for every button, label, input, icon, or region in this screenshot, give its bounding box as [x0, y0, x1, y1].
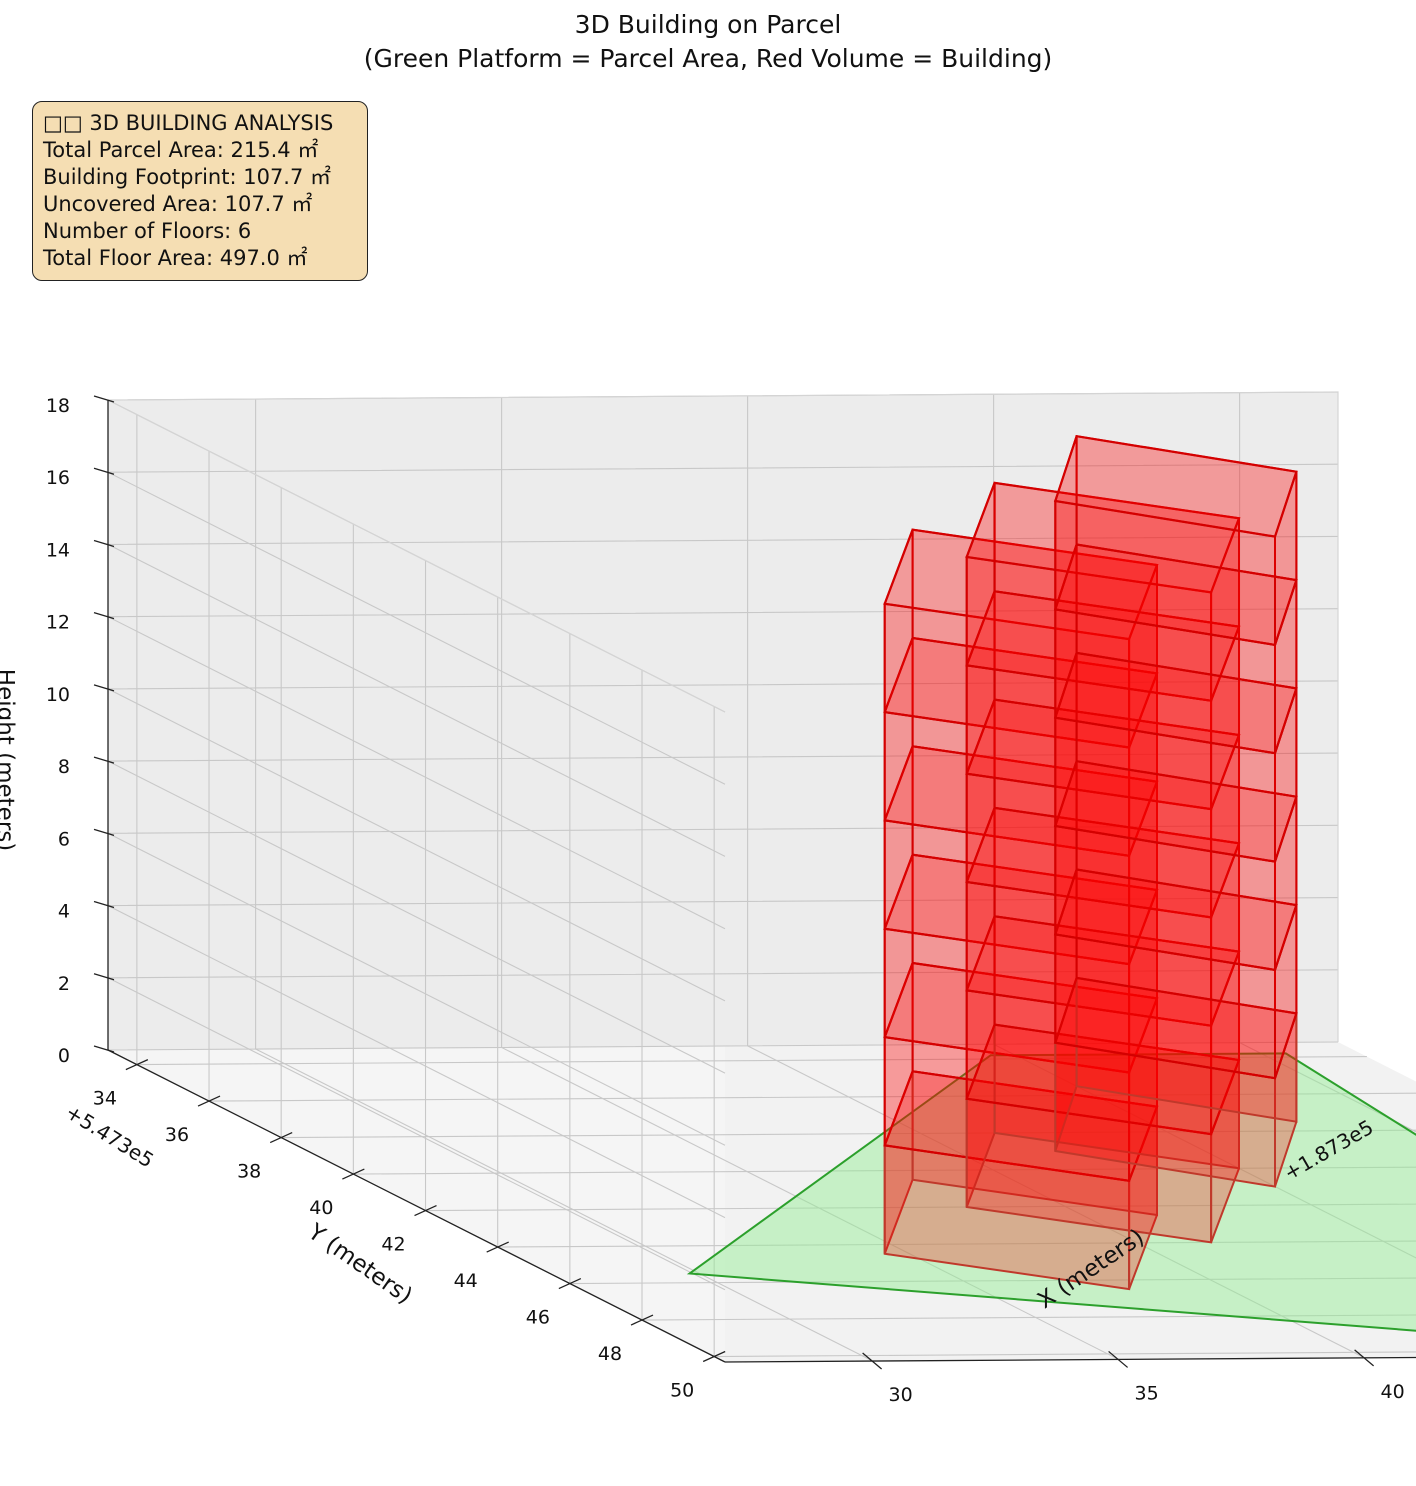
- y-tick: [197, 1095, 221, 1107]
- x-tick-label: 35: [1135, 1382, 1159, 1404]
- y-tick: [486, 1241, 509, 1253]
- grid-lines: [107, 391, 1416, 1363]
- z-tick-label: 12: [46, 612, 70, 634]
- x-tick-label: 40: [1381, 1381, 1405, 1403]
- x-tick-label: 30: [889, 1384, 913, 1406]
- grid-line-x: [1239, 1042, 1416, 1133]
- y-tick-label: 38: [237, 1161, 261, 1183]
- y-tick-label: 42: [381, 1234, 405, 1256]
- info-line-floors: Number of Floors: 6: [43, 219, 252, 243]
- grid-line-y: [353, 1166, 1416, 1175]
- y-tick: [702, 1350, 726, 1363]
- y-tick: [630, 1314, 654, 1326]
- z-tick: [93, 612, 115, 620]
- axis-lines: [107, 391, 1416, 1363]
- z-tick-label: 4: [58, 901, 70, 923]
- y-tick: [269, 1131, 293, 1144]
- z-tick-label: 2: [58, 973, 70, 995]
- chart-title: 3D Building on Parcel: [574, 10, 842, 39]
- z-tick-label: 10: [46, 684, 70, 706]
- analysis-info-box: □□ 3D BUILDING ANALYSIS Total Parcel Are…: [32, 101, 368, 281]
- x-tick: [1354, 1349, 1375, 1367]
- y-axis-line: [107, 1049, 726, 1363]
- info-line-uncovered: Uncovered Area: 107.7 ㎡: [43, 192, 313, 216]
- grid-line-y: [425, 1203, 1416, 1212]
- building-floor-slab: [1053, 434, 1298, 538]
- building-floor-slab: [883, 528, 1159, 641]
- z-tick-label: 16: [46, 467, 70, 489]
- z-tick-label: 14: [46, 539, 70, 561]
- z-tick: [93, 756, 115, 764]
- y-tick-label: 34: [93, 1088, 117, 1110]
- z-tick: [93, 539, 115, 548]
- grid-line-x: [501, 1046, 1119, 1360]
- grid-line-y: [569, 1277, 1416, 1285]
- y-tick: [125, 1059, 149, 1071]
- grid-line-y: [714, 1351, 1416, 1358]
- y-tick-label: 50: [670, 1380, 694, 1402]
- grid-line-x: [255, 1048, 873, 1362]
- grid-line-y: [497, 1240, 1416, 1248]
- z-tick: [93, 1045, 115, 1053]
- info-line-footprint: Building Footprint: 107.7 ㎡: [43, 165, 332, 189]
- y-tick-label: 36: [165, 1124, 189, 1146]
- y-tick-label: 44: [454, 1270, 478, 1292]
- chart-subtitle: (Green Platform = Parcel Area, Red Volum…: [363, 44, 1053, 73]
- z-tick: [93, 467, 115, 475]
- grid-line-y: [209, 1092, 1416, 1102]
- grid-line-y: [281, 1129, 1416, 1139]
- z-tick: [93, 828, 115, 836]
- z-tick: [93, 395, 115, 403]
- z-tick-label: 0: [58, 1045, 70, 1067]
- z-tick-label: 8: [58, 756, 70, 778]
- z-axis-label: Height (meters): [0, 669, 18, 851]
- y-tick-label: 48: [598, 1343, 622, 1365]
- y-tick: [342, 1168, 365, 1180]
- y-tick-label: 40: [309, 1197, 333, 1219]
- y-offset-label: +5.473e5: [61, 1100, 158, 1173]
- tick-labels: 3035404550343638404244464850024681012141…: [46, 395, 1405, 1406]
- axis-panes: [108, 392, 1416, 1362]
- grid-line-x: [993, 1043, 1416, 1259]
- building-layer: [883, 434, 1298, 1291]
- y-tick-label: 46: [526, 1307, 550, 1329]
- info-line-parcel-area: Total Parcel Area: 215.4 ㎡: [43, 138, 319, 162]
- grid-line-y: [136, 1056, 1367, 1066]
- z-tick-label: 18: [46, 395, 70, 417]
- x-axis-line: [724, 1356, 1416, 1363]
- building-floor-slab: [965, 481, 1241, 594]
- z-tick-label: 6: [58, 828, 70, 850]
- z-tick: [93, 900, 115, 909]
- info-line-floor-area: Total Floor Area: 497.0 ㎡: [43, 246, 308, 270]
- y-tick: [414, 1204, 437, 1217]
- parcel-layer: [686, 1052, 1416, 1332]
- back-pane: [108, 392, 1338, 1050]
- info-heading: □□ 3D BUILDING ANALYSIS: [43, 111, 334, 135]
- pane-edge: [107, 391, 1339, 1042]
- x-tick: [1108, 1350, 1129, 1368]
- y-axis-label: Y (meters): [302, 1218, 416, 1309]
- z-tick: [93, 973, 115, 981]
- x-tick: [862, 1352, 883, 1370]
- grid-line-x: [747, 1045, 1365, 1359]
- parcel-platform: [686, 1052, 1416, 1332]
- grid-line-y: [642, 1314, 1416, 1321]
- y-tick: [558, 1277, 582, 1290]
- z-tick: [93, 684, 115, 692]
